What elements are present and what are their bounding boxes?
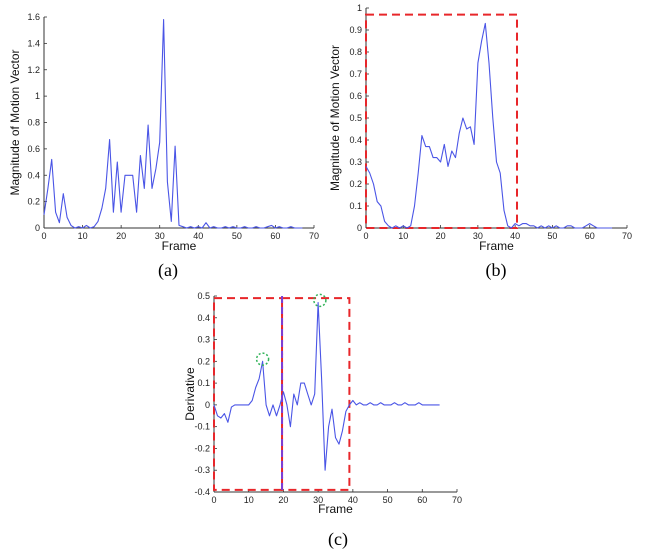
x-tick-label: 60 xyxy=(585,231,595,241)
x-tick-label: 30 xyxy=(313,495,323,505)
x-tick-label: 10 xyxy=(244,495,254,505)
x-tick-label: 0 xyxy=(41,231,46,241)
x-tick-label: 70 xyxy=(309,231,319,241)
chart-b: 0 10 20 30 40 50 60 70 0 0.1 0.2 0.3 0.4 0.5 0.6 0.7 0.8… xyxy=(328,3,632,281)
y-tick-label: 0.5 xyxy=(349,113,362,123)
y-tick-label: 0.3 xyxy=(197,335,210,345)
x-tick-label: 70 xyxy=(622,231,632,241)
x-tick-label: 20 xyxy=(116,231,126,241)
x-tick-label: 40 xyxy=(510,231,520,241)
y-tick-label: 0.4 xyxy=(349,135,362,145)
y-tick-label: 0 xyxy=(35,223,40,233)
y-tick-label: 1.2 xyxy=(27,65,40,75)
x-tick-label: 20 xyxy=(278,495,288,505)
y-tick-label: 0.6 xyxy=(27,144,40,154)
y-tick-label: 0.3 xyxy=(349,157,362,167)
x-tick-label: 10 xyxy=(78,231,88,241)
y-tick-label: 1.6 xyxy=(27,12,40,22)
highlight-dashed-box xyxy=(365,13,519,229)
y-axis-label: Derivative xyxy=(183,367,197,421)
y-tick-label: 0.2 xyxy=(349,179,362,189)
x-tick-label: 30 xyxy=(473,231,483,241)
y-tick-label: -0.1 xyxy=(194,422,210,432)
x-tick-label: 40 xyxy=(348,495,358,505)
y-tick-label: 0.2 xyxy=(27,197,40,207)
y-tick-label: 1 xyxy=(35,91,40,101)
series-line xyxy=(365,22,613,229)
y-tick-label: 0.2 xyxy=(197,356,210,366)
x-tick-label: 0 xyxy=(363,231,368,241)
y-tick-label: 0.4 xyxy=(197,313,210,323)
chart-a: 0 10 20 30 40 50 60 70 0 0.2 0.4 0.6 0.8 1 1.2 1.4 1.6 Fr… xyxy=(8,12,319,281)
y-tick-label: 1.4 xyxy=(27,38,40,48)
y-tick-label: 0.1 xyxy=(197,378,210,388)
y-tick-label: -0.4 xyxy=(194,487,210,497)
peak-marker-circle xyxy=(255,352,270,366)
x-tick-label: 70 xyxy=(452,495,462,505)
y-tick-label: 0.4 xyxy=(27,170,40,180)
x-tick-label: 50 xyxy=(232,231,242,241)
highlight-dashed-box xyxy=(213,297,284,491)
x-tick-label: 60 xyxy=(417,495,427,505)
y-axis-label: Magnitude of Motion Vector xyxy=(8,49,22,195)
y-axis-label: Magnitude of Motion Vector xyxy=(328,45,342,191)
highlight-dashed-box xyxy=(281,297,351,491)
x-tick-label: 50 xyxy=(547,231,557,241)
x-tick-label: 40 xyxy=(193,231,203,241)
y-tick-label: 0.5 xyxy=(197,291,210,301)
y-tick-label: -0.3 xyxy=(194,465,210,475)
chart-c: 0 10 20 30 40 50 60 70 -0.4 -0.3 -0.2 -0.1 0 0.1 0.2 0.… xyxy=(183,291,462,550)
x-tick-label: 20 xyxy=(436,231,446,241)
y-tick-label: 0.8 xyxy=(349,47,362,57)
y-tick-label: 0 xyxy=(205,400,210,410)
subfigure-caption: (c) xyxy=(328,529,348,550)
y-tick-label: -0.2 xyxy=(194,443,210,453)
x-axis-label: Frame xyxy=(479,239,514,253)
x-tick-label: 30 xyxy=(155,231,165,241)
x-tick-label: 0 xyxy=(211,495,216,505)
x-tick-label: 60 xyxy=(270,231,280,241)
x-axis-label: Frame xyxy=(162,239,197,253)
y-tick-label: 0.9 xyxy=(349,25,362,35)
y-tick-label: 1 xyxy=(357,3,362,13)
y-tick-label: 0.8 xyxy=(27,118,40,128)
x-tick-label: 50 xyxy=(383,495,393,505)
series-line xyxy=(43,19,303,229)
y-tick-label: 0.6 xyxy=(349,91,362,101)
subfigure-caption: (b) xyxy=(486,260,507,281)
series-line xyxy=(213,301,440,471)
x-tick-label: 10 xyxy=(398,231,408,241)
y-tick-label: 0.7 xyxy=(349,69,362,79)
x-axis-label: Frame xyxy=(318,502,353,516)
y-tick-label: 0.1 xyxy=(349,201,362,211)
y-tick-label: 0 xyxy=(357,223,362,233)
peak-marker-circle xyxy=(313,293,327,308)
subfigure-caption: (a) xyxy=(158,260,178,281)
